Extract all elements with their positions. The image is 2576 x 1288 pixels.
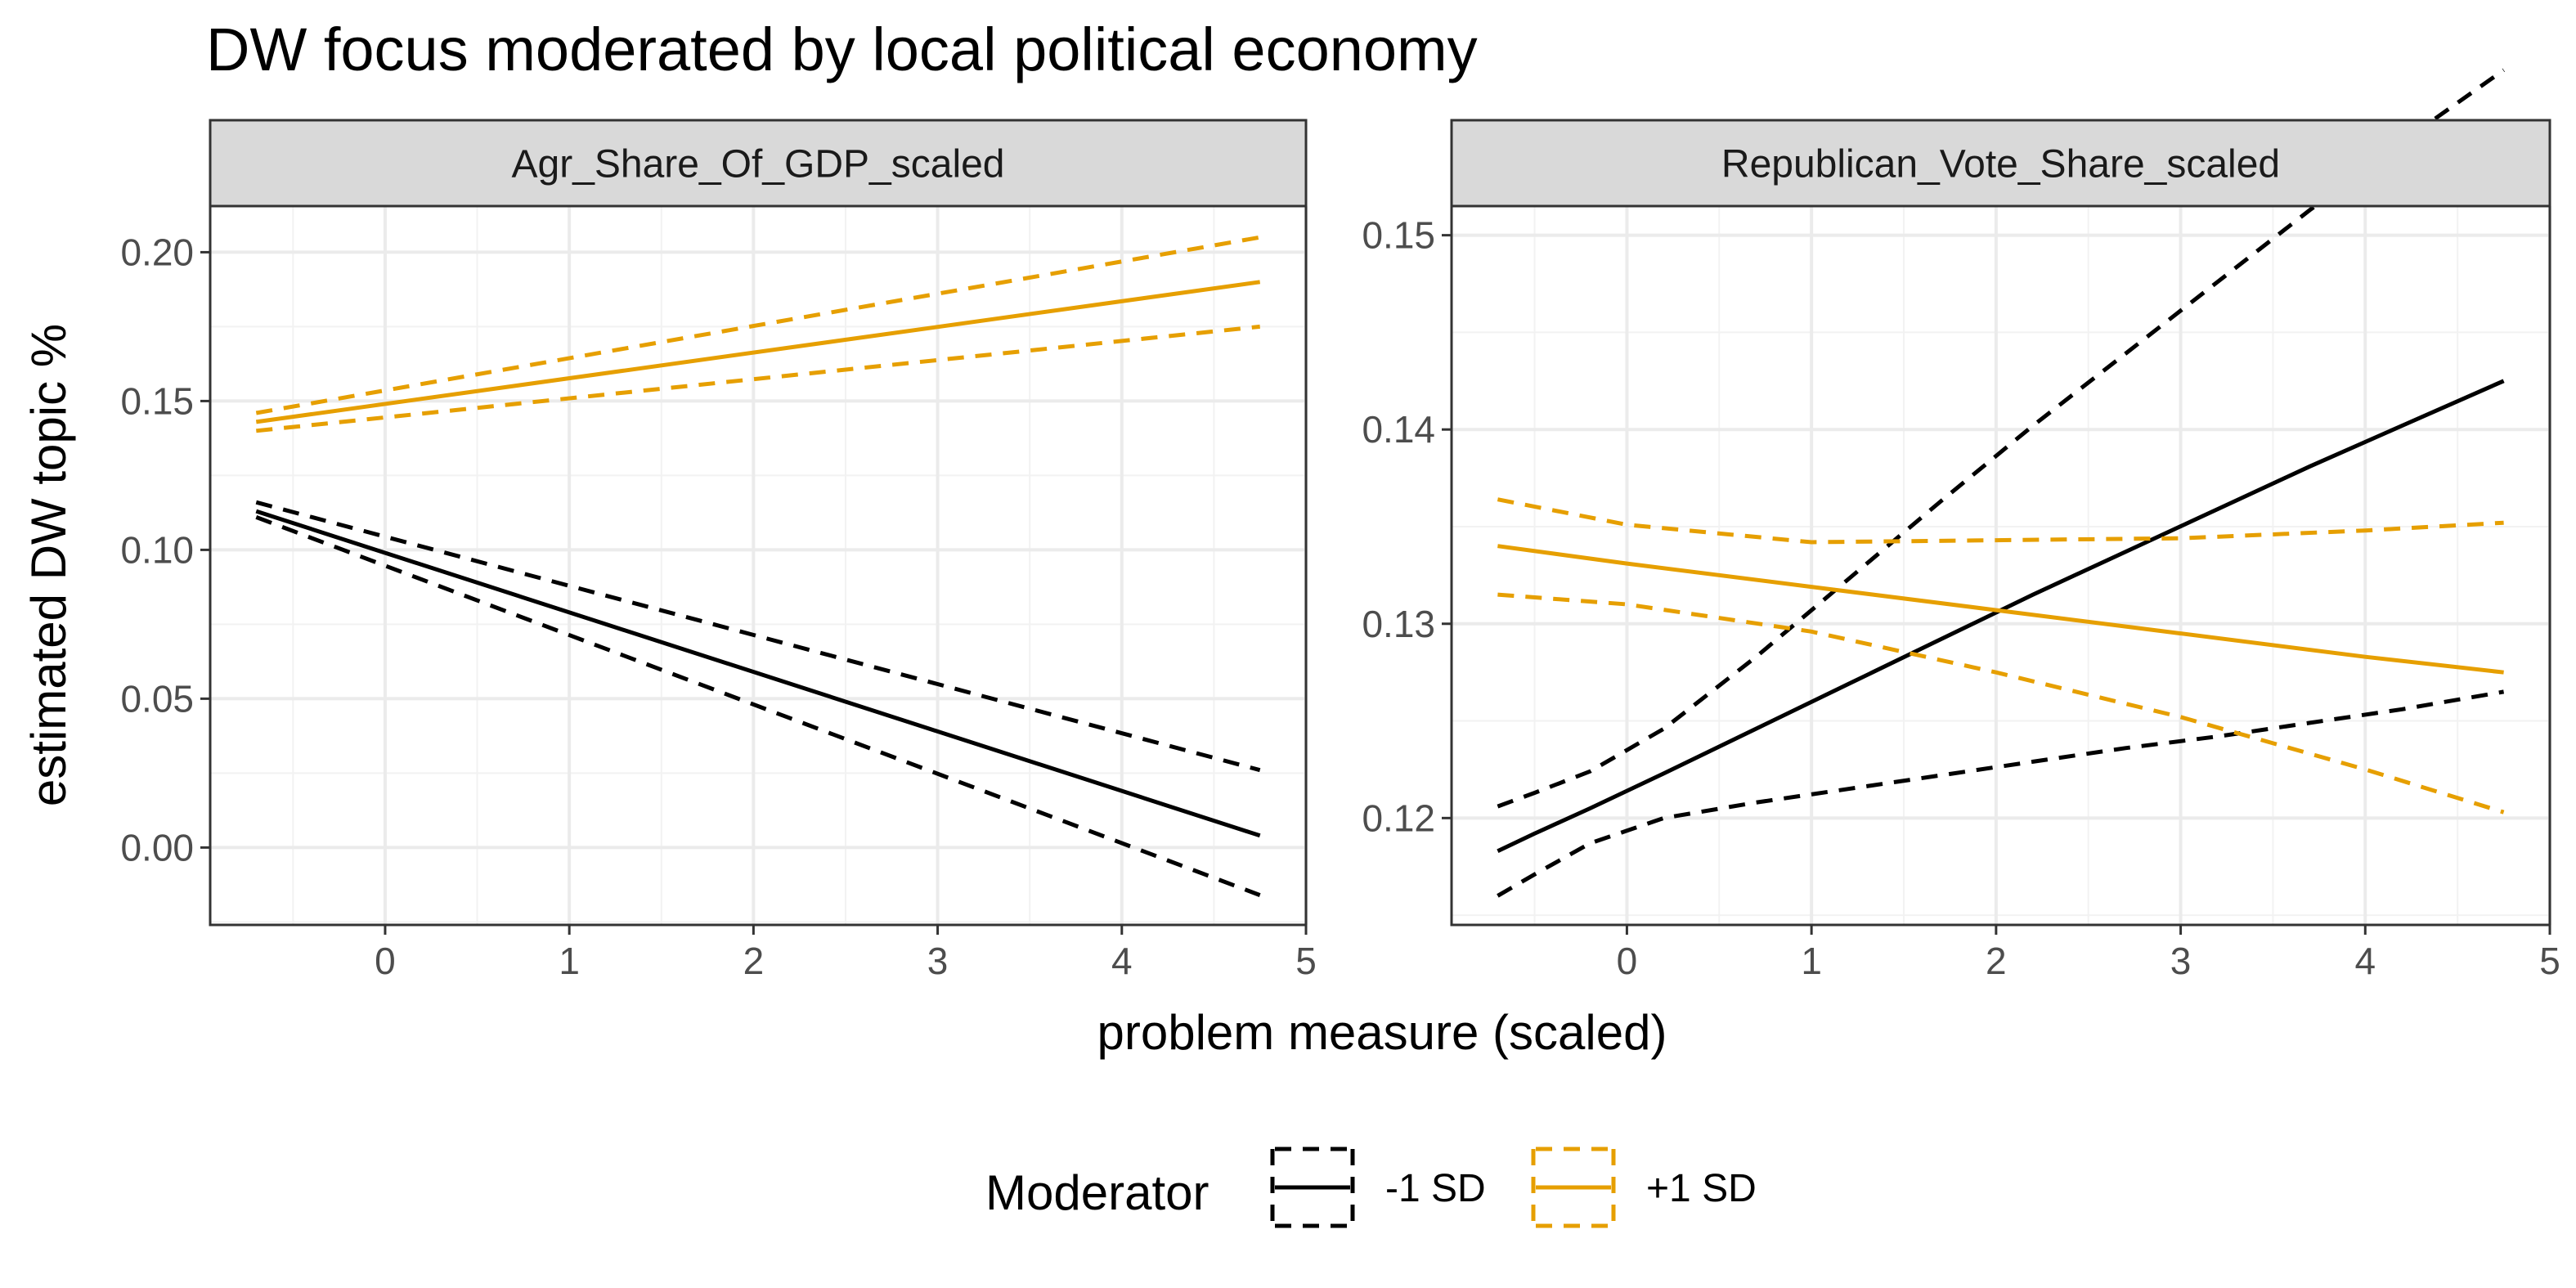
- x-tick-label: 2: [743, 940, 765, 982]
- x-tick-label: 5: [1295, 940, 1317, 982]
- y-tick-label: 0.20: [120, 231, 194, 273]
- y-tick-label: 0.13: [1362, 603, 1435, 645]
- x-tick-label: 4: [1111, 940, 1133, 982]
- lower-ci-line-plus-1sd: [1497, 592, 2505, 815]
- y-tick-label: 0.00: [120, 826, 194, 868]
- y-tick-label: 0.05: [120, 677, 194, 720]
- x-tick-label: 4: [2354, 940, 2376, 982]
- facet-panel-republican-vote-share: Republican_Vote_Share_scaled 0.12 0.13 0.14…: [1362, 68, 2560, 982]
- estimate-line-plus-1sd: [255, 280, 1261, 424]
- lower-ci-line-minus-1sd: [1497, 689, 2505, 898]
- facet-panel-agr-share: Agr_Share_Of_GDP_scaled 0.00 0.05 0.10 0.15 0…: [120, 119, 1317, 982]
- upper-ci-line-plus-1sd: [255, 235, 1261, 415]
- y-axis-title: estimated DW topic %: [21, 324, 76, 806]
- lower-ci-line-plus-1sd: [256, 324, 1260, 433]
- x-tick-label: 0: [1617, 940, 1638, 982]
- upper-ci-line-plus-1sd: [1497, 497, 2504, 545]
- upper-ci-line-minus-1sd: [1497, 68, 2506, 809]
- legend-label-plus-1sd: +1 SD: [1646, 1167, 1757, 1210]
- estimate-line-minus-1sd: [255, 509, 1261, 838]
- facet-strip-label: Republican_Vote_Share_scaled: [1721, 143, 2280, 186]
- x-tick-label: 5: [2539, 940, 2560, 982]
- panel-border: [209, 204, 1308, 927]
- x-tick-label: 3: [2170, 940, 2192, 982]
- estimate-line-plus-1sd: [1497, 544, 2504, 675]
- legend-title: Moderator: [985, 1165, 1209, 1220]
- legend: Moderator -1 SD +1 SD: [985, 1147, 1757, 1228]
- x-tick-label: 2: [1986, 940, 2007, 982]
- lower-ci-line-minus-1sd: [255, 515, 1261, 897]
- x-tick-label: 1: [1801, 940, 1822, 982]
- facet-strip: [209, 119, 1308, 208]
- upper-ci-line-minus-1sd: [255, 500, 1261, 773]
- legend-label-minus-1sd: -1 SD: [1385, 1167, 1486, 1210]
- x-tick-label: 3: [927, 940, 949, 982]
- chart-title: DW focus moderated by local political ec…: [206, 16, 1478, 83]
- y-tick-label: 0.10: [120, 528, 194, 571]
- y-tick-label: 0.14: [1362, 408, 1435, 451]
- x-tick-label: 0: [375, 940, 396, 982]
- y-tick-label: 0.15: [1362, 214, 1435, 257]
- y-tick-label: 0.15: [120, 379, 194, 422]
- facet-strip: [1450, 119, 2551, 208]
- estimate-line-minus-1sd: [1497, 379, 2505, 853]
- y-tick-label: 0.12: [1362, 797, 1435, 839]
- facet-strip-label: Agr_Share_Of_GDP_scaled: [512, 143, 1005, 186]
- x-tick-label: 1: [559, 940, 580, 982]
- x-axis-title: problem measure (scaled): [1097, 1005, 1667, 1060]
